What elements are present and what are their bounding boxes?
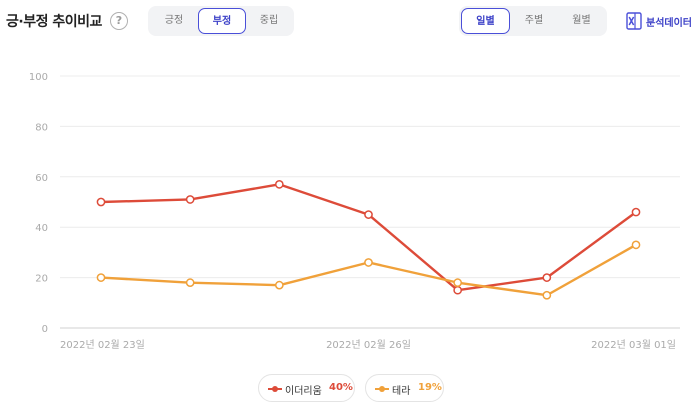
excel-icon xyxy=(626,12,642,30)
x-tick-label: 2022년 02월 26일 xyxy=(326,339,411,351)
data-point xyxy=(542,273,552,282)
chart-legend: 이더리움 40% 테라 19% xyxy=(0,374,700,402)
chart-header: 긍·부정 추이비교 ? 긍정 부정 중립 일별 주별 월별 분석데이터 xyxy=(0,0,700,44)
data-point xyxy=(631,207,641,217)
legend-marker-icon xyxy=(268,386,282,392)
sentiment-tabs: 긍정 부정 중립 xyxy=(148,6,294,36)
legend-percent: 19% xyxy=(418,382,442,393)
data-point xyxy=(453,278,463,287)
period-tabs: 일별 주별 월별 xyxy=(459,6,607,36)
data-point xyxy=(364,210,373,219)
tab-daily[interactable]: 일별 xyxy=(461,8,510,34)
data-point xyxy=(274,180,284,189)
data-point xyxy=(453,285,463,295)
data-point xyxy=(96,273,106,282)
data-point xyxy=(542,290,552,300)
tab-neutral[interactable]: 중립 xyxy=(259,15,279,26)
data-point xyxy=(274,280,284,290)
tab-negative[interactable]: 부정 xyxy=(198,8,246,34)
y-tick-label: 60 xyxy=(35,173,48,184)
y-tick-label: 100 xyxy=(29,72,48,83)
legend-name: 이더리움 xyxy=(285,386,322,397)
legend-item-ethereum[interactable]: 이더리움 40% xyxy=(258,374,355,402)
data-point xyxy=(96,197,106,207)
page-title: 긍·부정 추이비교 xyxy=(6,14,102,30)
data-point xyxy=(185,278,195,287)
legend-percent: 40% xyxy=(329,382,353,393)
y-tick-label: 20 xyxy=(35,274,48,285)
help-icon[interactable]: ? xyxy=(110,12,128,30)
data-point xyxy=(631,240,641,250)
tab-weekly[interactable]: 주별 xyxy=(524,15,544,26)
tab-positive[interactable]: 긍정 xyxy=(164,15,184,26)
data-point xyxy=(185,195,195,204)
legend-marker-icon xyxy=(375,386,389,392)
analysis-data-label: 분석데이터 xyxy=(646,18,692,29)
legend-item-terra[interactable]: 테라 19% xyxy=(365,374,444,402)
legend-name: 테라 xyxy=(392,386,411,397)
y-tick-label: 40 xyxy=(35,223,48,234)
y-tick-label: 80 xyxy=(35,122,48,133)
line-chart: 0 20 40 60 80 100 2022년 02월 23일 2022년 02월 26일 20… xyxy=(29,72,680,351)
tab-monthly[interactable]: 월별 xyxy=(572,15,591,26)
data-point xyxy=(364,258,373,267)
series-line xyxy=(100,183,637,292)
x-tick-label: 2022년 02월 23일 xyxy=(60,339,145,351)
x-tick-label: 2022년 03월 01일 xyxy=(591,339,676,351)
y-tick-label: 0 xyxy=(42,324,48,335)
